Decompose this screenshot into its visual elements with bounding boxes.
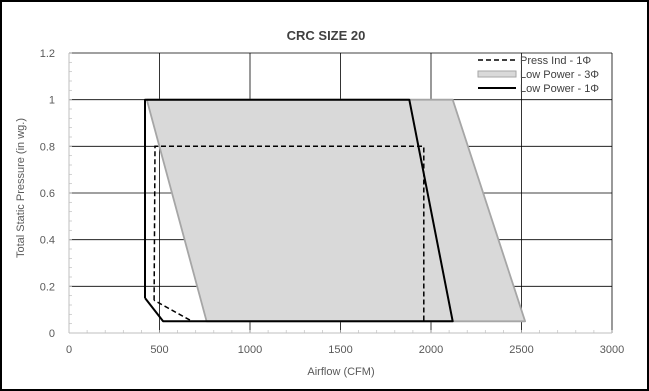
y-tick-label: 0 [49,328,55,340]
x-tick-label: 2500 [509,344,533,356]
legend-label: Low Power - 1Φ [520,83,599,95]
legend-label: Press Ind - 1Φ [520,55,591,67]
series-press-ind-1ph-line [153,145,425,323]
y-tick-label: 0.8 [40,141,55,153]
y-tick-label: 0.6 [40,188,55,200]
chart-title: CRC SIZE 20 [287,28,366,43]
y-tick-label: 0.2 [40,281,55,293]
y-tick-label: 1.2 [40,48,55,60]
series-low-power-1ph-line [144,98,454,323]
axes: 0 0.2 0.4 0.6 0.8 1 1.2 0 500 1000 1500 2000 2500 300… [40,48,625,356]
legend-label: Low Power - 3Φ [520,69,599,81]
x-tick-label: 500 [150,344,168,356]
legend: Press Ind - 1Φ Low Power - 3Φ Low Power - … [477,55,599,95]
legend-swatch [477,70,517,78]
x-tick-label: 1500 [328,344,352,356]
y-tick-label: 1 [49,95,55,107]
x-tick-label: 2000 [419,344,443,356]
x-tick-label: 3000 [600,344,624,356]
y-axis-title: Total Static Pressure (in wg.) [15,118,27,258]
series-low-power-3ph-area [145,98,526,323]
series-layer [144,98,526,323]
x-axis-title: Airflow (CFM) [307,366,374,378]
x-tick-label: 0 [66,344,72,356]
x-tick-label: 1000 [238,344,262,356]
y-tick-label: 0.4 [40,235,55,247]
